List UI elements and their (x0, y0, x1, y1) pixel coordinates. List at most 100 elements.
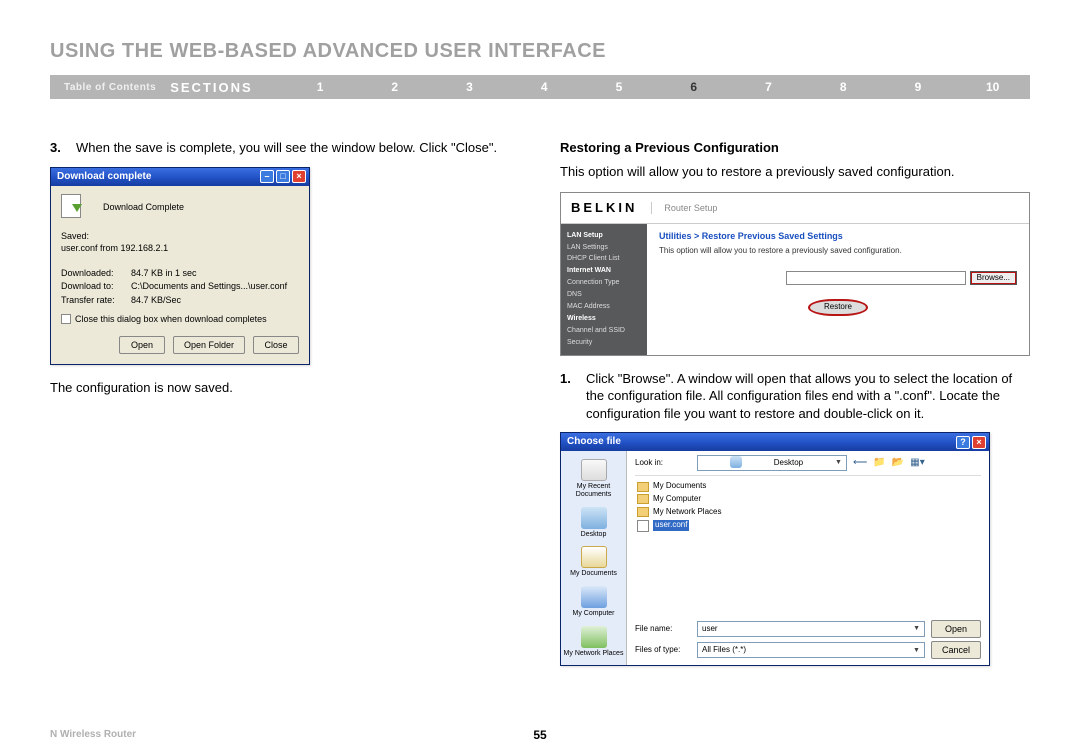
sidebar-lan-settings[interactable]: LAN Settings (567, 242, 641, 254)
download-headline: Download Complete (103, 201, 184, 213)
cancel-button[interactable]: Cancel (931, 641, 981, 659)
folder-icon (637, 494, 649, 504)
sec-4[interactable]: 4 (507, 80, 582, 94)
places-desktop[interactable]: Desktop (561, 503, 626, 543)
sidebar-dns[interactable]: DNS (567, 289, 641, 301)
chevron-down-icon: ▼ (913, 624, 920, 633)
config-path-input[interactable] (786, 271, 966, 285)
file-list[interactable]: My Documents My Computer My Network Plac… (635, 475, 981, 617)
download-to-label: Download to: (61, 280, 131, 294)
sec-1[interactable]: 1 (283, 80, 358, 94)
sec-9[interactable]: 9 (881, 80, 956, 94)
sidebar-security[interactable]: Security (567, 337, 641, 349)
restore-intro: This option will allow you to restore a … (560, 163, 1030, 181)
restore-desc: This option will allow you to restore a … (659, 246, 1017, 257)
restore-button[interactable]: Restore (808, 299, 868, 316)
sidebar-channel-ssid[interactable]: Channel and SSID (567, 325, 641, 337)
minimize-icon[interactable]: – (260, 170, 274, 183)
file-type-label: Files of type: (635, 645, 691, 656)
file-name-input[interactable]: user▼ (697, 621, 925, 637)
saved-line: user.conf from 192.168.2.1 (61, 242, 299, 255)
maximize-icon[interactable]: □ (276, 170, 290, 183)
download-icon (61, 194, 89, 222)
download-complete-dialog: Download complete – □ × Download Complet… (50, 167, 310, 365)
chevron-down-icon: ▼ (913, 646, 920, 655)
sec-10[interactable]: 10 (955, 80, 1030, 94)
file-icon (637, 520, 649, 532)
page-number: 55 (533, 728, 546, 742)
belkin-logo: BELKIN (571, 199, 637, 217)
sidebar-internet-wan[interactable]: Internet WAN (567, 265, 641, 277)
download-to-value: C:\Documents and Settings...\user.conf (131, 280, 287, 294)
router-sidebar: LAN Setup LAN Settings DHCP Client List … (561, 224, 647, 355)
folder-icon (637, 507, 649, 517)
transfer-rate-label: Transfer rate: (61, 294, 131, 308)
list-item[interactable]: My Network Places (637, 506, 979, 519)
downloaded-value: 84.7 KB in 1 sec (131, 267, 197, 281)
folder-icon (637, 482, 649, 492)
step-1-number: 1. (560, 370, 586, 423)
sec-7[interactable]: 7 (731, 80, 806, 94)
desktop-icon (581, 507, 607, 529)
open-button[interactable]: Open (119, 336, 165, 354)
router-setup-label: Router Setup (651, 202, 717, 214)
list-item[interactable]: My Documents (637, 480, 979, 493)
back-icon[interactable]: ⟵ (853, 456, 867, 470)
close-icon[interactable]: × (972, 436, 986, 449)
places-mycomp[interactable]: My Computer (561, 582, 626, 622)
step-3-number: 3. (50, 139, 76, 157)
breadcrumb: Utilities > Restore Previous Saved Setti… (659, 230, 1017, 242)
sections-label: SECTIONS (170, 80, 282, 95)
toc-link[interactable]: Table of Contents (50, 82, 170, 93)
places-recent[interactable]: My Recent Documents (561, 455, 626, 502)
mycomp-icon (581, 586, 607, 608)
open-folder-button[interactable]: Open Folder (173, 336, 245, 354)
page-title: USING THE WEB-BASED ADVANCED USER INTERF… (50, 40, 1030, 63)
recent-icon (581, 459, 607, 481)
restore-heading: Restoring a Previous Configuration (560, 139, 1030, 157)
help-icon[interactable]: ? (956, 436, 970, 449)
sidebar-connection-type[interactable]: Connection Type (567, 277, 641, 289)
close-icon[interactable]: × (292, 170, 306, 183)
mydocs-icon (581, 546, 607, 568)
choose-file-dialog: Choose file ? × My Recent Documents Desk… (560, 432, 990, 666)
sec-8[interactable]: 8 (806, 80, 881, 94)
close-when-done-checkbox[interactable] (61, 314, 71, 324)
file-type-combo[interactable]: All Files (*.*)▼ (697, 642, 925, 658)
new-folder-icon[interactable]: 📂 (892, 456, 904, 470)
sidebar-wireless[interactable]: Wireless (567, 313, 641, 325)
step-3-text: When the save is complete, you will see … (76, 139, 497, 157)
open-file-button[interactable]: Open (931, 620, 981, 638)
saved-label: Saved: (61, 230, 299, 243)
places-sidebar: My Recent Documents Desktop My Documents… (561, 451, 627, 665)
sec-3[interactable]: 3 (432, 80, 507, 94)
desktop-icon (730, 456, 742, 468)
sec-2[interactable]: 2 (357, 80, 432, 94)
file-name-label: File name: (635, 624, 691, 635)
list-item[interactable]: My Computer (637, 493, 979, 506)
look-in-combo[interactable]: Desktop▼ (697, 455, 847, 471)
sec-5[interactable]: 5 (582, 80, 657, 94)
look-in-label: Look in: (635, 458, 691, 469)
dialog-title: Download complete (57, 170, 151, 184)
list-item-selected[interactable]: user.conf (637, 519, 979, 533)
section-nav: Table of Contents SECTIONS 1 2 3 4 5 6 7… (50, 75, 1030, 99)
sidebar-lan-setup[interactable]: LAN Setup (567, 230, 641, 242)
sidebar-dhcp[interactable]: DHCP Client List (567, 253, 641, 265)
places-mynet[interactable]: My Network Places (561, 622, 626, 662)
browse-button[interactable]: Browse... (970, 271, 1017, 286)
chevron-down-icon: ▼ (835, 458, 842, 467)
views-icon[interactable]: ▦▾ (910, 456, 924, 470)
sidebar-mac[interactable]: MAC Address (567, 301, 641, 313)
up-icon[interactable]: 📁 (873, 456, 885, 470)
config-saved-text: The configuration is now saved. (50, 379, 520, 397)
sec-6[interactable]: 6 (656, 80, 731, 94)
choose-file-title: Choose file (567, 435, 621, 449)
downloaded-label: Downloaded: (61, 267, 131, 281)
transfer-rate-value: 84.7 KB/Sec (131, 294, 181, 308)
close-button[interactable]: Close (253, 336, 299, 354)
footer-product: N Wireless Router (50, 729, 136, 740)
close-when-done-label: Close this dialog box when download comp… (75, 313, 267, 325)
mynet-icon (581, 626, 607, 648)
places-mydocs[interactable]: My Documents (561, 542, 626, 582)
